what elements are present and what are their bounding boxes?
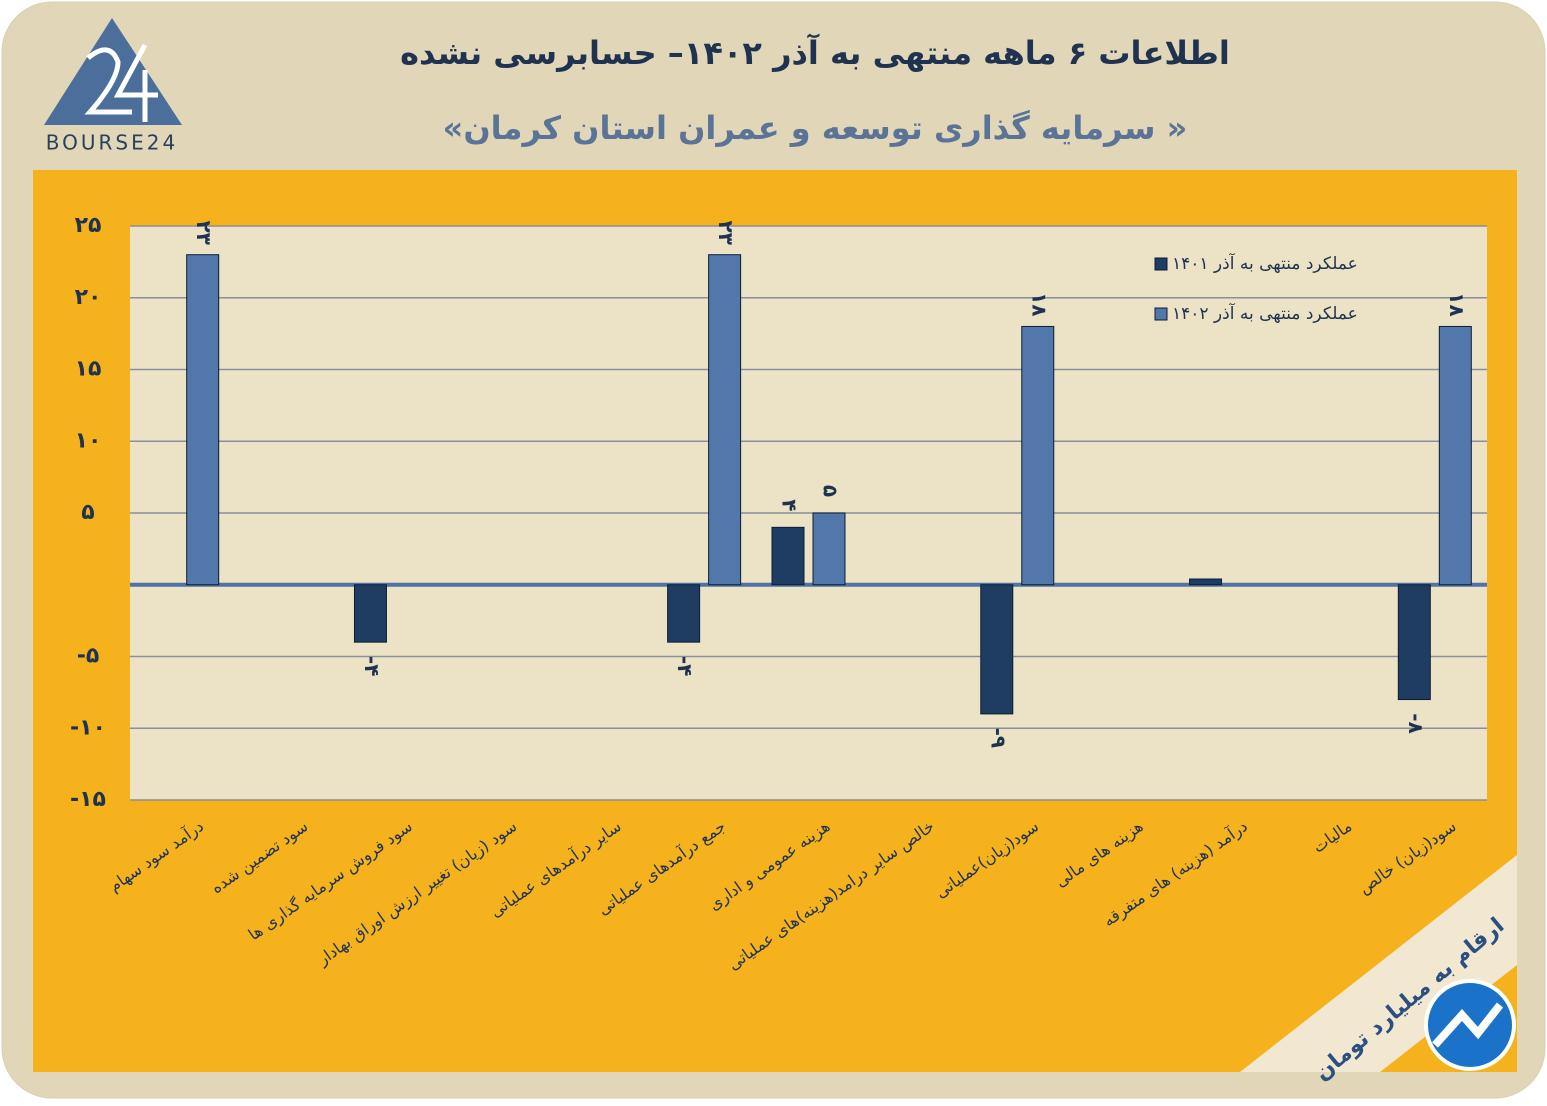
- y-tick-label: -۵: [77, 644, 100, 669]
- bar: [1189, 578, 1223, 586]
- bar: [708, 254, 742, 586]
- data-label: -۸: [1404, 713, 1428, 734]
- data-label: ۱۸: [1445, 292, 1469, 316]
- y-tick-label: ۱۰: [75, 428, 102, 453]
- bar: [186, 254, 220, 586]
- legend-label: عملکرد منتهی به آذر ۱۴۰۱: [1172, 252, 1358, 274]
- bar: [980, 584, 1014, 715]
- data-label: ۲۳: [192, 220, 216, 244]
- bar: [353, 584, 387, 643]
- data-label: -۹: [986, 728, 1010, 749]
- bar: [667, 584, 701, 643]
- data-label: ۱۸: [1027, 292, 1051, 316]
- data-label: ۴: [778, 499, 802, 511]
- legend-swatch: [1154, 307, 1168, 321]
- data-label: ۲۳: [714, 220, 738, 244]
- legend-label: عملکرد منتهی به آذر ۱۴۰۲: [1172, 302, 1358, 324]
- data-label: ۵: [819, 485, 843, 497]
- icon-arrow: [1432, 1002, 1504, 1048]
- y-tick-label: -۱۵: [70, 787, 106, 812]
- data-label: -۴: [673, 656, 697, 677]
- y-tick-label: -۱۰: [70, 715, 106, 740]
- data-label: -۴: [360, 656, 384, 677]
- bar: [1021, 325, 1055, 586]
- logo-text: BOURSE24: [46, 131, 178, 155]
- y-tick-label: ۲۵: [75, 213, 102, 238]
- bar: [1397, 584, 1431, 701]
- y-tick-label: ۱۵: [75, 357, 102, 382]
- bar: [771, 526, 805, 586]
- bar: [812, 512, 846, 586]
- y-tick-label: ۲۰: [75, 285, 102, 310]
- bar: [1438, 325, 1472, 586]
- chart-title: اطلاعات ۶ ماهه منتهی به آذر ۱۴۰۲– حسابرس…: [400, 33, 1230, 72]
- logo-digits: [84, 43, 158, 122]
- chart-subtitle: «سرمایه گذاری توسعه و عمران استان کرمان …: [443, 109, 1188, 147]
- y-tick-label: ۵: [81, 500, 94, 525]
- legend-swatch: [1154, 257, 1168, 271]
